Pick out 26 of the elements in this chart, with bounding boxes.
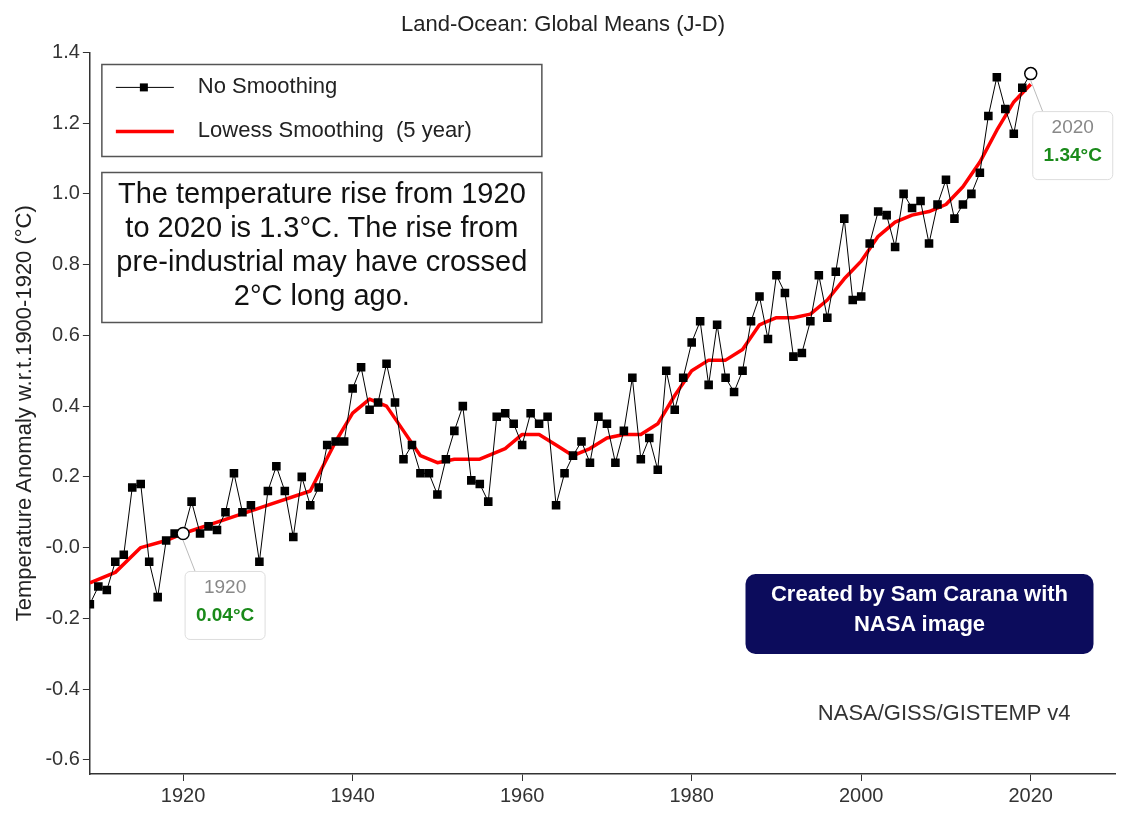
annotation: NASA/GISS/GISTEMP v4 (817, 700, 1071, 726)
y-axis-title: Temperature Anomaly w.r.t.1900-1920 (°C) (11, 205, 37, 622)
y-tick-label: 1.4 (52, 39, 80, 62)
y-tick-label: -0.6 (45, 747, 80, 770)
legend-label: No Smoothing (197, 73, 338, 99)
x-tick-label: 1980 (669, 783, 714, 806)
x-tick-label: 1940 (330, 783, 375, 806)
x-tick-label: 2020 (1008, 783, 1053, 806)
y-tick-label: 0.8 (52, 252, 80, 275)
chart-title: Land-Ocean: Global Means (J-D) (400, 11, 726, 37)
y-tick-label: 1.2 (52, 110, 80, 133)
x-tick-label: 1920 (160, 783, 206, 806)
annotation: Created by Sam Carana with NASA image (770, 581, 1069, 637)
x-tick-label: 2000 (838, 783, 884, 806)
legend-label: Lowess Smoothing (5 year) (197, 117, 472, 143)
y-tick-label: 0.4 (52, 393, 80, 416)
annotation: 1920 0.04°C (195, 576, 255, 626)
y-tick-label: -0.2 (45, 605, 80, 628)
y-tick-label: 1.0 (52, 181, 80, 204)
x-tick-label: 1960 (499, 783, 545, 806)
annotation: The temperature rise from 1920 to 2020 is 1.3°C. The rise from pre-industrial may have crossed 2°C long ago. (116, 176, 528, 311)
y-tick-label: 0.2 (52, 464, 80, 487)
y-tick-label: -0.4 (45, 676, 80, 699)
y-tick-label: 0.6 (52, 322, 80, 345)
annotation: 2020 1.34°C (1043, 116, 1103, 166)
y-tick-label: -0.0 (45, 535, 80, 558)
